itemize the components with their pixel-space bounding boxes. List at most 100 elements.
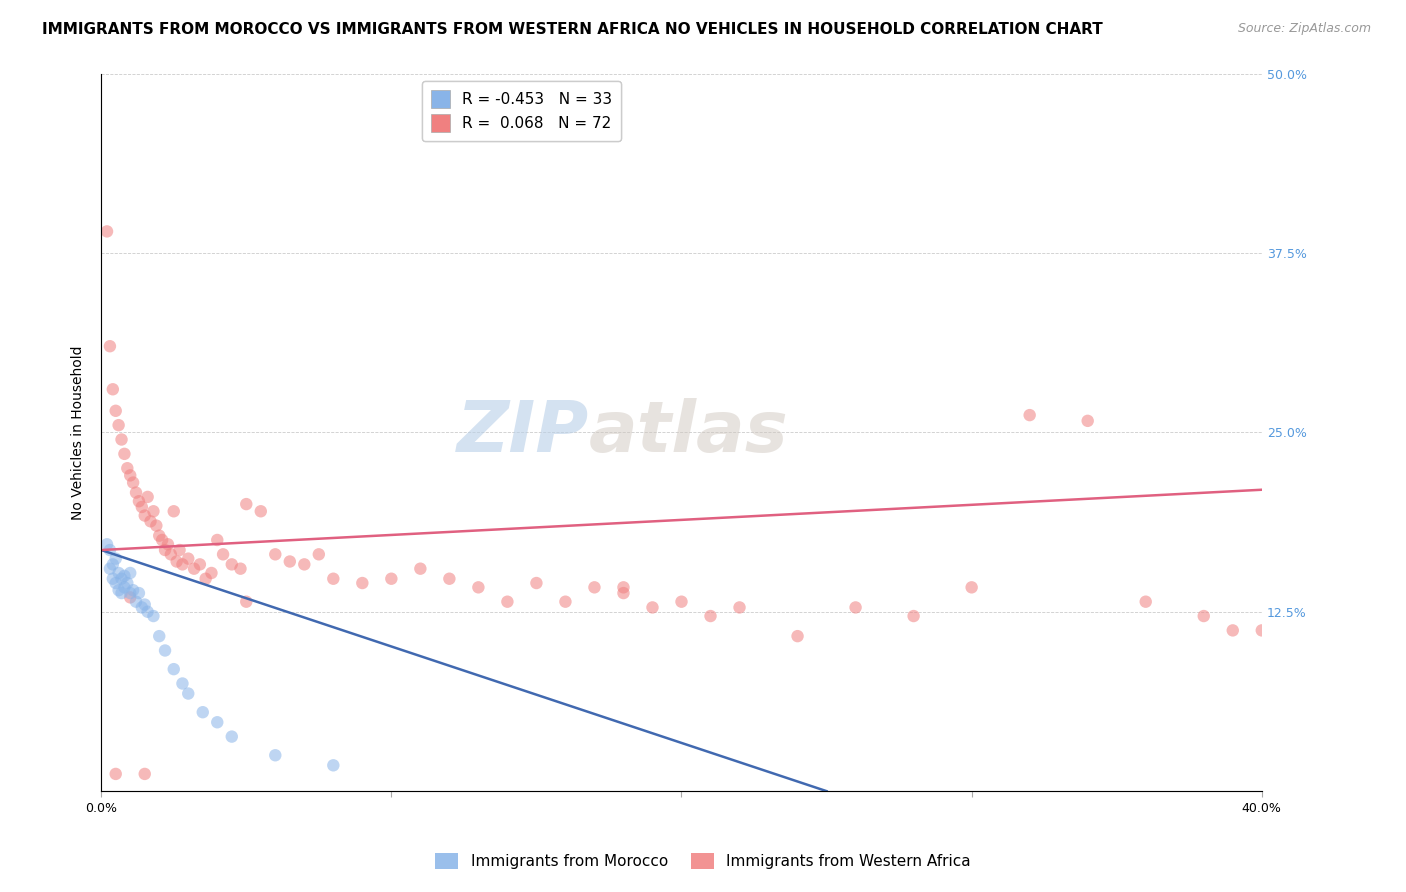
Point: [104, 576, 127, 591]
Point: [1250, 624, 1272, 638]
Point: [128, 586, 150, 600]
Point: [641, 600, 664, 615]
Point: [467, 580, 489, 594]
Point: [278, 554, 301, 568]
Point: [1135, 595, 1157, 609]
Point: [728, 600, 751, 615]
Point: [142, 609, 165, 624]
Point: [107, 418, 129, 433]
Point: [101, 558, 124, 572]
Point: [1077, 414, 1099, 428]
Point: [207, 715, 229, 730]
Point: [96, 537, 118, 551]
Point: [221, 558, 243, 572]
Point: [134, 767, 156, 781]
Point: [235, 595, 257, 609]
Point: [308, 547, 330, 561]
Point: [699, 609, 721, 624]
Point: [148, 629, 170, 643]
Point: [183, 562, 205, 576]
Legend: R = -0.453   N = 33, R =  0.068   N = 72: R = -0.453 N = 33, R = 0.068 N = 72: [422, 81, 621, 141]
Point: [212, 547, 235, 561]
Point: [612, 580, 634, 594]
Point: [125, 485, 148, 500]
Point: [98, 562, 121, 576]
Point: [229, 562, 252, 576]
Point: [107, 583, 129, 598]
Point: [117, 576, 139, 591]
Point: [526, 576, 548, 591]
Point: [98, 339, 121, 353]
Point: [496, 595, 519, 609]
Point: [264, 748, 287, 763]
Point: [112, 447, 135, 461]
Text: atlas: atlas: [589, 398, 789, 467]
Point: [120, 468, 142, 483]
Point: [150, 533, 173, 547]
Point: [292, 558, 315, 572]
Text: Source: ZipAtlas.com: Source: ZipAtlas.com: [1237, 22, 1371, 36]
Point: [177, 687, 200, 701]
Point: [148, 529, 170, 543]
Point: [249, 504, 271, 518]
Point: [128, 494, 150, 508]
Point: [104, 551, 127, 566]
Point: [104, 767, 127, 781]
Point: [117, 461, 139, 475]
Point: [960, 580, 983, 594]
Point: [136, 605, 159, 619]
Point: [163, 504, 186, 518]
Point: [110, 433, 132, 447]
Point: [125, 595, 148, 609]
Point: [163, 662, 186, 676]
Point: [612, 586, 634, 600]
Point: [112, 580, 135, 594]
Point: [786, 629, 808, 643]
Point: [107, 566, 129, 580]
Point: [188, 558, 211, 572]
Point: [136, 490, 159, 504]
Point: [142, 504, 165, 518]
Point: [110, 586, 132, 600]
Point: [160, 547, 183, 561]
Point: [120, 566, 142, 580]
Point: [172, 676, 194, 690]
Point: [177, 551, 200, 566]
Point: [264, 547, 287, 561]
Point: [101, 382, 124, 396]
Point: [120, 591, 142, 605]
Point: [439, 572, 461, 586]
Point: [96, 224, 118, 238]
Point: [172, 558, 194, 572]
Point: [145, 518, 167, 533]
Point: [207, 533, 229, 547]
Text: IMMIGRANTS FROM MOROCCO VS IMMIGRANTS FROM WESTERN AFRICA NO VEHICLES IN HOUSEHO: IMMIGRANTS FROM MOROCCO VS IMMIGRANTS FR…: [42, 22, 1102, 37]
Point: [156, 537, 179, 551]
Point: [191, 705, 214, 719]
Point: [131, 500, 153, 514]
Point: [122, 583, 145, 598]
Point: [131, 600, 153, 615]
Point: [1018, 408, 1040, 422]
Point: [845, 600, 868, 615]
Y-axis label: No Vehicles in Household: No Vehicles in Household: [72, 345, 86, 519]
Point: [554, 595, 576, 609]
Point: [200, 566, 222, 580]
Point: [1192, 609, 1215, 624]
Point: [139, 514, 162, 528]
Point: [583, 580, 606, 594]
Point: [104, 404, 127, 418]
Point: [221, 730, 243, 744]
Point: [112, 569, 135, 583]
Point: [98, 543, 121, 558]
Point: [110, 572, 132, 586]
Text: ZIP: ZIP: [457, 398, 589, 467]
Point: [101, 572, 124, 586]
Point: [409, 562, 432, 576]
Point: [671, 595, 693, 609]
Point: [380, 572, 402, 586]
Point: [153, 543, 176, 558]
Point: [134, 508, 156, 523]
Point: [235, 497, 257, 511]
Point: [322, 758, 344, 772]
